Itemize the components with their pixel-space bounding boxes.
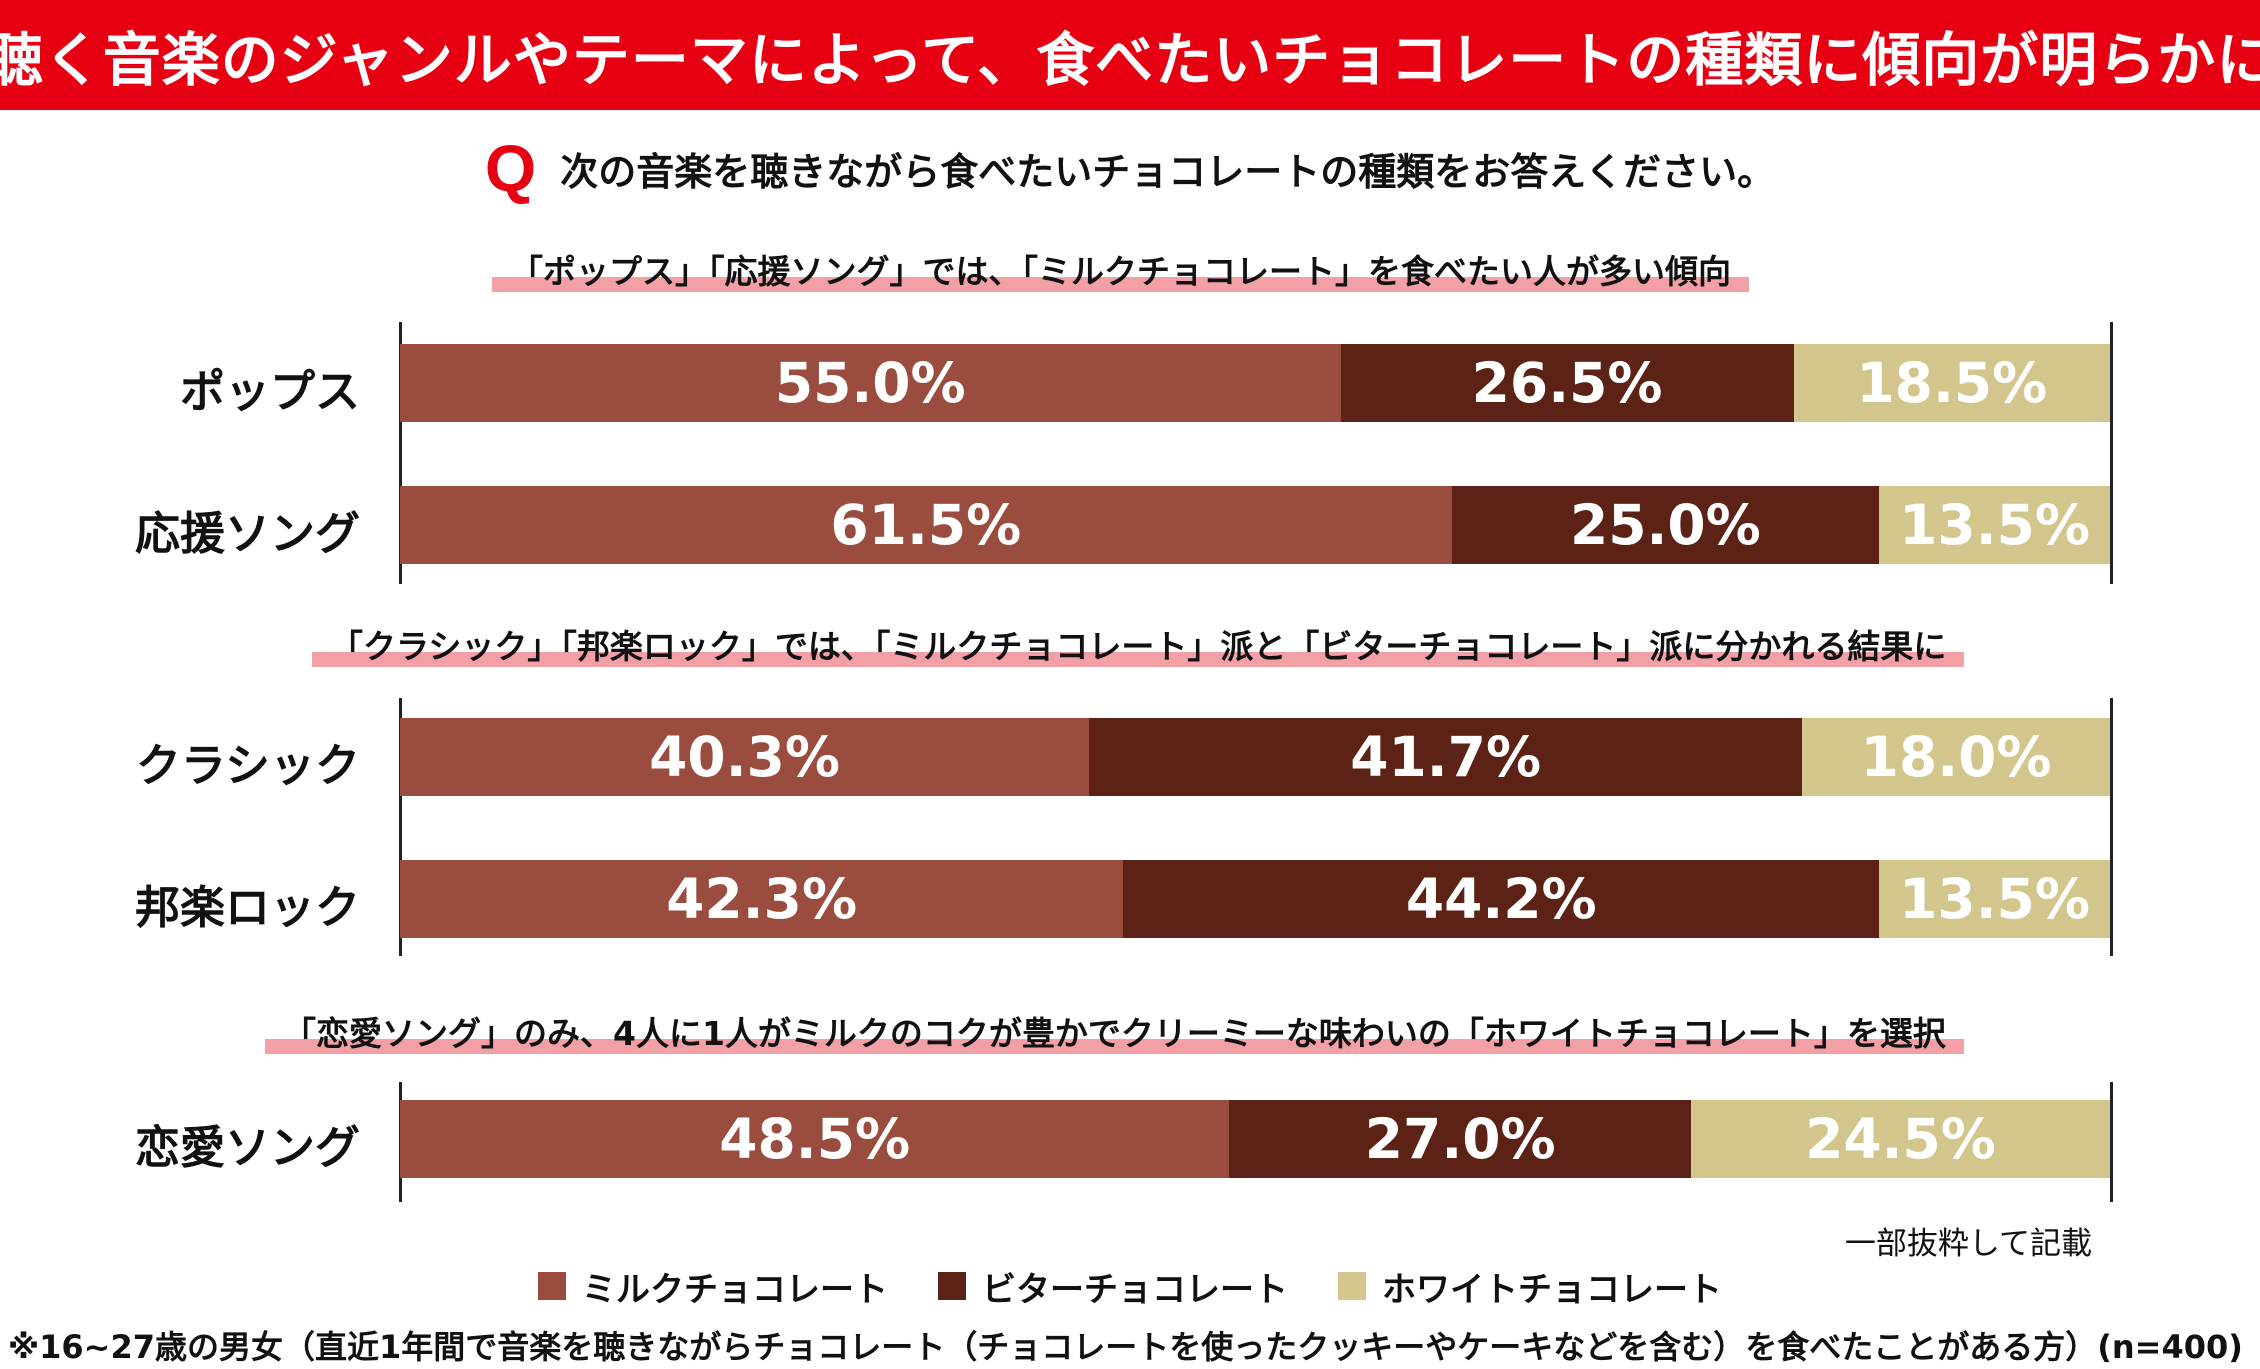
axis-right-group-2 <box>2110 698 2113 956</box>
data-label-jrock-milk: 42.3% <box>666 867 858 931</box>
legend-item-milk: ミルクチョコレート <box>538 1262 888 1311</box>
question-text: 次の音楽を聴きながら食べたいチョコレートの種類をお答えください。 <box>560 149 1776 194</box>
subheading-2: 「クラシック」「邦楽ロック」では、「ミルクチョコレート」派と「ビターチョコレート… <box>312 627 1965 667</box>
axis-right-group-3 <box>2110 1082 2113 1202</box>
legend-item-white: ホワイトチョコレート <box>1338 1262 1722 1311</box>
bar-segment-pops-bitter: 26.5% <box>1340 344 1794 422</box>
data-label-pops-milk: 55.0% <box>774 351 966 415</box>
data-label-cheer-song-white: 13.5% <box>1899 493 2090 557</box>
category-label-classic: クラシック <box>135 739 360 792</box>
bar-segment-pops-milk: 55.0% <box>400 344 1341 422</box>
axis-left-group-2 <box>399 698 402 956</box>
data-label-love-song-milk: 48.5% <box>719 1107 911 1171</box>
data-label-classic-white: 18.0% <box>1860 725 2052 789</box>
category-label-cheer-song: 応援ソング <box>134 507 360 560</box>
legend-label-white: ホワイトチョコレート <box>1382 1269 1722 1310</box>
category-label-pops: ポップス <box>179 365 360 418</box>
bar-segment-classic-white: 18.0% <box>1802 718 2110 796</box>
axis-left-group-1 <box>399 322 402 584</box>
legend: ミルクチョコレート ビターチョコレート ホワイトチョコレート <box>0 1258 2260 1314</box>
legend-swatch-white <box>1338 1272 1366 1300</box>
bar-segment-classic-bitter: 41.7% <box>1089 718 1803 796</box>
data-label-love-song-white: 24.5% <box>1805 1107 1996 1171</box>
bar-segment-classic-milk: 40.3% <box>400 718 1090 796</box>
data-label-cheer-song-bitter: 25.0% <box>1569 493 1761 557</box>
data-label-jrock-bitter: 44.2% <box>1405 867 1597 931</box>
subheading-3: 「恋愛ソング」のみ、4人に1人がミルクのコクが豊かでクリーミーな味わいの「ホワイ… <box>265 1014 1964 1054</box>
bar-segment-jrock-milk: 42.3% <box>400 860 1124 938</box>
bar-segment-jrock-bitter: 44.2% <box>1123 860 1880 938</box>
category-label-jrock: 邦楽ロック <box>134 881 360 934</box>
data-label-pops-white: 18.5% <box>1856 351 2048 415</box>
bar-row-pops: 55.0% 26.5% 18.5% <box>400 344 2110 422</box>
page-title: 聴く音楽のジャンルやテーマによって、食べたいチョコレートの種類に傾向が明らかに <box>0 26 2260 94</box>
bar-segment-love-song-milk: 48.5% <box>400 1100 1230 1178</box>
legend-item-bitter: ビターチョコレート <box>938 1262 1288 1311</box>
data-label-love-song-bitter: 27.0% <box>1364 1107 1556 1171</box>
legend-swatch-bitter <box>938 1272 966 1300</box>
data-label-classic-bitter: 41.7% <box>1350 725 1542 789</box>
legend-label-bitter: ビターチョコレート <box>982 1269 1288 1310</box>
data-label-pops-bitter: 26.5% <box>1471 351 1663 415</box>
legend-swatch-milk <box>538 1272 566 1300</box>
bar-segment-cheer-song-milk: 61.5% <box>400 486 1452 564</box>
data-label-classic-milk: 40.3% <box>649 725 840 789</box>
axis-right-group-1 <box>2110 322 2113 584</box>
question-mark: Q <box>484 131 537 205</box>
bar-segment-pops-white: 18.5% <box>1793 344 2110 422</box>
bar-row-jrock: 42.3% 44.2% 13.5% <box>400 860 2110 938</box>
bar-segment-love-song-white: 24.5% <box>1691 1100 2110 1178</box>
bar-segment-jrock-white: 13.5% <box>1879 860 2110 938</box>
excerpt-note: 一部抜粋して記載 <box>1844 1226 2092 1262</box>
footnote: ※16~27歳の男女（直近1年間で音楽を聴きながらチョコレート（チョコレートを使… <box>8 1328 2243 1366</box>
bar-segment-cheer-song-white: 13.5% <box>1879 486 2110 564</box>
data-label-cheer-song-milk: 61.5% <box>830 493 1022 557</box>
bar-segment-love-song-bitter: 27.0% <box>1229 1100 1692 1178</box>
question-line: Q 次の音楽を聴きながら食べたいチョコレートの種類をお答えください。 <box>0 128 2260 208</box>
subheading-1: 「ポップス」「応援ソング」では、「ミルクチョコレート」を食べたい人が多い傾向 <box>492 252 1749 292</box>
bar-row-cheer-song: 61.5% 25.0% 13.5% <box>400 486 2110 564</box>
bar-row-love-song: 48.5% 27.0% 24.5% <box>400 1100 2110 1178</box>
legend-label-milk: ミルクチョコレート <box>582 1269 888 1310</box>
title-banner: 聴く音楽のジャンルやテーマによって、食べたいチョコレートの種類に傾向が明らかに <box>0 0 2260 110</box>
bar-segment-cheer-song-bitter: 25.0% <box>1451 486 1880 564</box>
bar-row-classic: 40.3% 41.7% 18.0% <box>400 718 2110 796</box>
category-label-love-song: 恋愛ソング <box>134 1121 360 1174</box>
data-label-jrock-white: 13.5% <box>1899 867 2090 931</box>
